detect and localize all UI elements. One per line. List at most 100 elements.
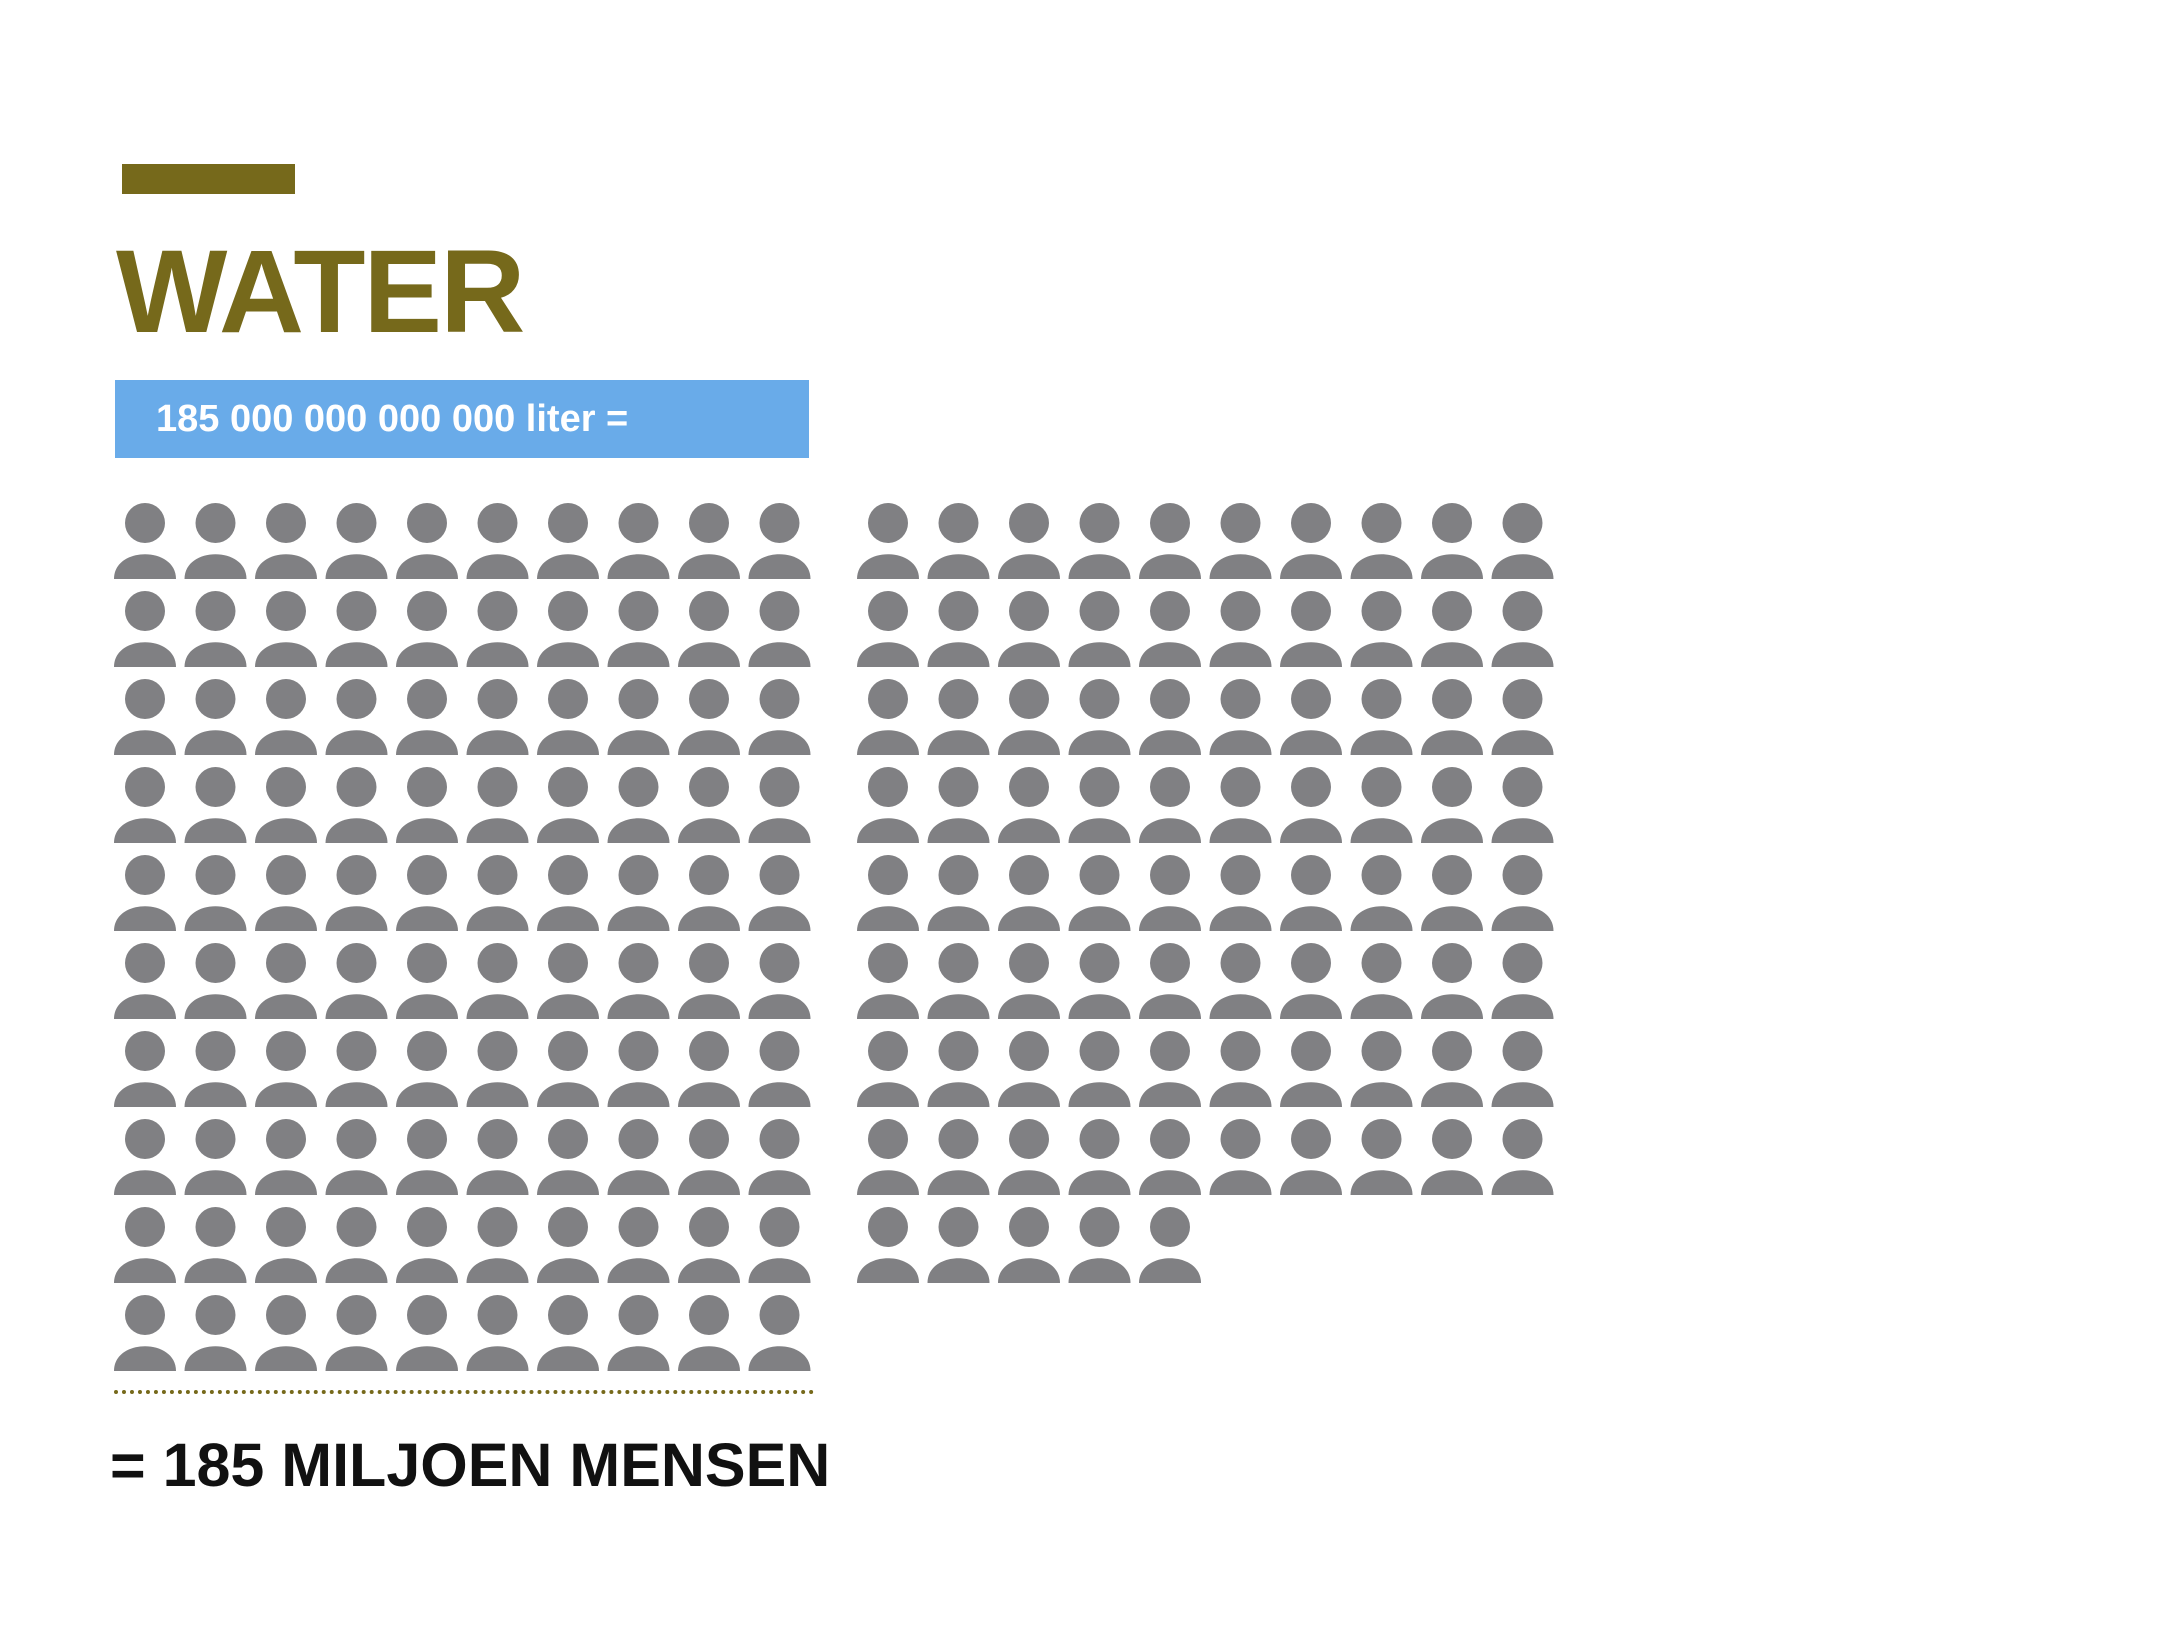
person-icon <box>678 767 740 843</box>
person-icon <box>396 591 458 667</box>
person-body <box>255 1170 317 1195</box>
person-icon <box>255 855 317 931</box>
person-body <box>857 730 919 755</box>
person-body <box>1139 906 1201 931</box>
person-body <box>1421 554 1483 579</box>
person-head <box>689 1207 729 1247</box>
person-icon <box>184 679 247 755</box>
person-body <box>1491 642 1554 667</box>
person-icon <box>184 1207 247 1283</box>
person-head <box>1361 679 1402 719</box>
person-head <box>1220 855 1261 895</box>
person-body <box>114 906 176 931</box>
person-body <box>537 1082 599 1107</box>
person-icon <box>466 1119 529 1195</box>
person-icon <box>1209 591 1272 667</box>
person-body <box>184 1346 247 1371</box>
person-body <box>466 1170 529 1195</box>
person-icon <box>325 1119 388 1195</box>
person-icon <box>857 855 919 931</box>
person-head <box>1502 943 1543 983</box>
person-icon <box>748 503 811 579</box>
person-head <box>195 1119 236 1159</box>
person-icon <box>678 943 740 1019</box>
person-body <box>396 818 458 843</box>
person-head <box>1009 1119 1049 1159</box>
person-body <box>1350 818 1413 843</box>
person-body <box>607 994 670 1019</box>
person-icon <box>537 679 599 755</box>
person-head <box>548 591 588 631</box>
person-head <box>868 679 908 719</box>
person-body <box>466 554 529 579</box>
person-head <box>1009 855 1049 895</box>
person-icon <box>1280 591 1342 667</box>
person-icon <box>1209 767 1272 843</box>
person-body <box>998 994 1060 1019</box>
person-icon <box>325 767 388 843</box>
person-body <box>1280 994 1342 1019</box>
person-icon <box>1421 1031 1483 1107</box>
person-icon <box>325 855 388 931</box>
person-head <box>1502 1031 1543 1071</box>
person-body <box>1068 906 1131 931</box>
person-head <box>938 767 979 807</box>
person-body <box>748 1170 811 1195</box>
person-body <box>1139 994 1201 1019</box>
person-head <box>125 1119 165 1159</box>
person-head <box>689 503 729 543</box>
person-head <box>548 1031 588 1071</box>
person-body <box>466 730 529 755</box>
person-head <box>477 767 518 807</box>
person-head <box>1291 503 1331 543</box>
person-head <box>938 591 979 631</box>
person-body <box>255 906 317 931</box>
person-head <box>477 855 518 895</box>
person-icon <box>1491 767 1554 843</box>
person-icon <box>537 591 599 667</box>
person-body <box>325 1258 388 1283</box>
person-body <box>1491 818 1554 843</box>
person-body <box>1350 642 1413 667</box>
person-body <box>255 1346 317 1371</box>
person-head <box>1079 591 1120 631</box>
person-body <box>1209 1170 1272 1195</box>
person-body <box>678 730 740 755</box>
person-body <box>325 642 388 667</box>
volume-banner: 185 000 000 000 000 liter = <box>115 380 809 458</box>
person-body <box>678 1170 740 1195</box>
person-body <box>1491 1170 1554 1195</box>
person-head <box>336 591 377 631</box>
person-body <box>607 730 670 755</box>
person-head <box>1432 591 1472 631</box>
person-body <box>1491 730 1554 755</box>
person-icon <box>396 503 458 579</box>
person-icon <box>396 1119 458 1195</box>
person-body <box>1209 642 1272 667</box>
person-icon <box>537 855 599 931</box>
person-icon <box>466 855 529 931</box>
person-icon <box>255 1031 317 1107</box>
person-head <box>266 943 306 983</box>
person-body <box>678 994 740 1019</box>
person-icon <box>1209 679 1272 755</box>
person-head <box>336 855 377 895</box>
person-body <box>1068 1258 1131 1283</box>
person-icon <box>1280 1031 1342 1107</box>
person-body <box>537 1170 599 1195</box>
person-body <box>998 1170 1060 1195</box>
person-head <box>1079 1119 1120 1159</box>
person-icon <box>255 943 317 1019</box>
person-body <box>998 642 1060 667</box>
person-body <box>396 554 458 579</box>
person-body <box>325 730 388 755</box>
person-head <box>477 943 518 983</box>
person-icon <box>1068 591 1131 667</box>
person-head <box>1502 855 1543 895</box>
person-head <box>1150 767 1190 807</box>
person-icon <box>114 503 176 579</box>
person-head <box>1291 679 1331 719</box>
person-body <box>255 730 317 755</box>
person-body <box>1209 730 1272 755</box>
person-icon <box>998 679 1060 755</box>
